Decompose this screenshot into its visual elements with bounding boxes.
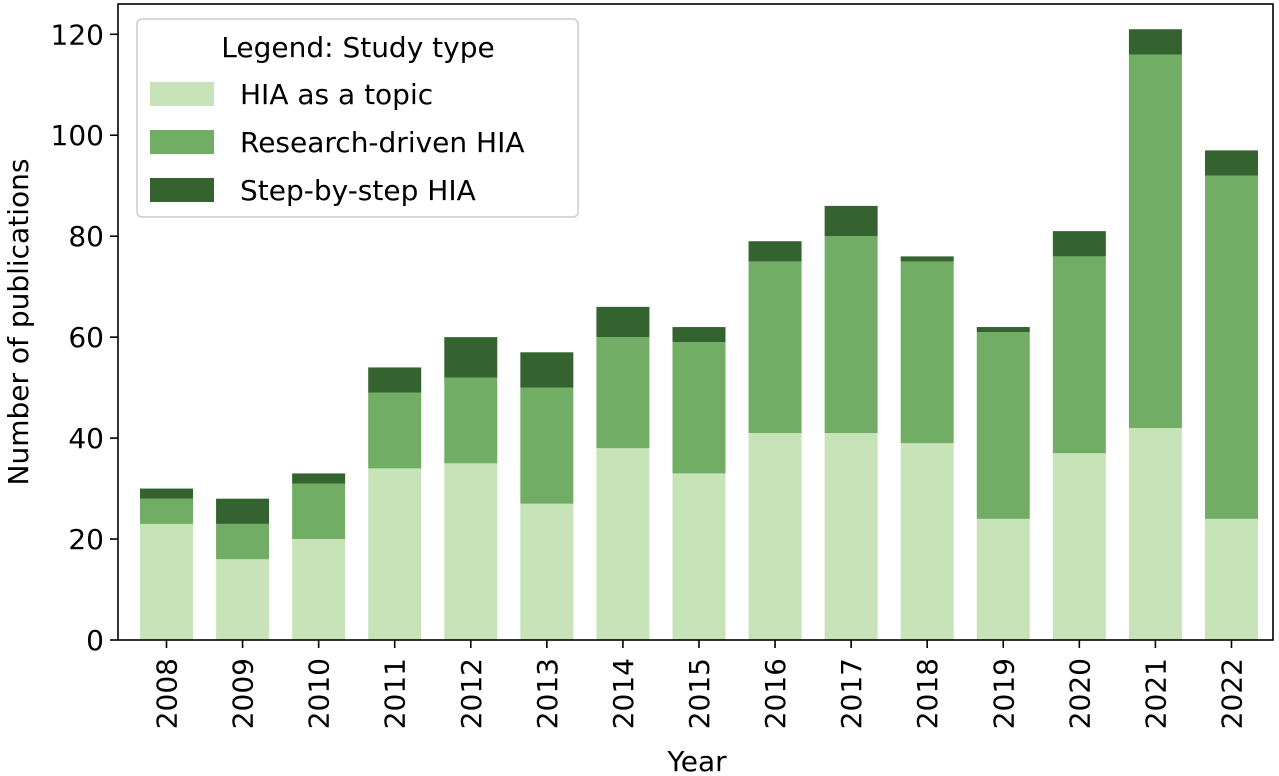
y-tick-label: 0	[86, 624, 104, 657]
x-tick-label: 2021	[1139, 658, 1172, 729]
bar-2015-series-3	[672, 327, 726, 343]
bar-2008-series-1	[140, 523, 193, 640]
bar-2014-series-2	[596, 337, 650, 449]
x-axis-title: Year	[666, 745, 727, 776]
bar-2013-series-2	[520, 387, 574, 504]
y-tick-label: 120	[51, 18, 104, 51]
y-tick-label: 80	[68, 220, 104, 253]
bar-2016-series-3	[748, 241, 802, 262]
legend-swatch	[150, 82, 214, 106]
x-tick-label: 2018	[911, 658, 944, 729]
bar-2012-series-2	[444, 377, 498, 464]
bar-2012-series-1	[444, 463, 498, 640]
x-tick-label: 2020	[1063, 658, 1096, 729]
bar-2008-series-2	[140, 498, 193, 524]
bar-2021-series-2	[1128, 54, 1182, 428]
bar-2021-series-1	[1128, 428, 1182, 640]
bar-2015-series-1	[672, 473, 726, 640]
y-tick-label: 40	[68, 422, 104, 455]
bar-2012-series-3	[444, 337, 498, 378]
legend-label: HIA as a topic	[240, 78, 433, 111]
x-tick-label: 2008	[151, 658, 184, 729]
bar-2009-series-1	[216, 559, 270, 640]
legend-label: Step-by-step HIA	[240, 174, 476, 207]
bar-2018-series-1	[900, 443, 954, 640]
legend-swatch	[150, 130, 214, 154]
bar-2009-series-2	[216, 523, 270, 560]
bar-2008-series-3	[140, 488, 193, 499]
legend-entries: HIA as a topic Research-driven HIA Step-by…	[150, 78, 525, 207]
y-tick-label: 20	[68, 523, 104, 556]
bar-2019-series-1	[976, 518, 1030, 640]
x-axis: 2008 2009 2010 2011 2012 2013 2014 2015 2016 2017…	[151, 640, 1248, 729]
x-tick-label: 2017	[835, 658, 868, 729]
bar-2013-series-3	[520, 352, 574, 388]
bar-2016-series-2	[748, 261, 802, 434]
bar-2017-series-1	[824, 433, 878, 640]
x-tick-label: 2014	[607, 658, 640, 729]
bar-2020-series-1	[1052, 453, 1106, 640]
x-tick-label: 2009	[227, 658, 260, 729]
y-axis: 0 20 40 60 80 100 120	[51, 18, 118, 657]
bar-2011-series-1	[368, 468, 422, 640]
y-tick-label: 60	[68, 321, 104, 354]
bar-2009-series-3	[216, 498, 270, 524]
bar-2019-series-3	[976, 327, 1030, 333]
bar-2018-series-3	[900, 256, 954, 262]
legend-title: Legend: Study type	[221, 31, 494, 64]
bar-2010-series-1	[292, 539, 346, 640]
x-tick-label: 2015	[683, 658, 716, 729]
bar-2013-series-1	[520, 503, 574, 640]
legend-frame	[136, 18, 579, 218]
bar-2022-series-1	[1204, 518, 1258, 640]
legend-label: Research-driven HIA	[240, 126, 525, 159]
bar-2014-series-3	[596, 306, 650, 338]
x-tick-label: 2013	[531, 658, 564, 729]
x-tick-label: 2010	[303, 658, 336, 729]
y-axis-title: Number of publications	[2, 159, 35, 486]
bar-2017-series-2	[824, 236, 878, 434]
x-tick-label: 2011	[379, 658, 412, 729]
bars-layer	[140, 29, 1258, 640]
bar-2020-series-2	[1052, 256, 1106, 454]
legend-swatch	[150, 178, 214, 202]
bar-2022-series-2	[1204, 175, 1258, 519]
y-tick-label: 100	[51, 119, 104, 152]
bar-2019-series-2	[976, 332, 1030, 519]
bar-2021-series-3	[1128, 29, 1182, 55]
plot-area-frame	[117, 3, 1274, 641]
bar-2015-series-2	[672, 342, 726, 474]
bar-2011-series-3	[368, 367, 422, 393]
bar-2022-series-3	[1204, 150, 1258, 176]
bar-2017-series-3	[824, 205, 878, 237]
x-tick-label: 2016	[759, 658, 792, 729]
bar-2010-series-3	[292, 473, 346, 484]
bar-2016-series-1	[748, 433, 802, 640]
bar-2018-series-2	[900, 261, 954, 444]
legend: Legend: Study type HIA as a topic Researc…	[136, 18, 579, 218]
bar-2010-series-2	[292, 483, 346, 540]
bar-2020-series-3	[1052, 231, 1106, 257]
bar-2011-series-2	[368, 392, 422, 469]
bar-2014-series-1	[596, 448, 650, 640]
x-tick-label: 2019	[987, 658, 1020, 729]
x-tick-label: 2022	[1215, 658, 1248, 729]
x-tick-label: 2012	[455, 658, 488, 729]
